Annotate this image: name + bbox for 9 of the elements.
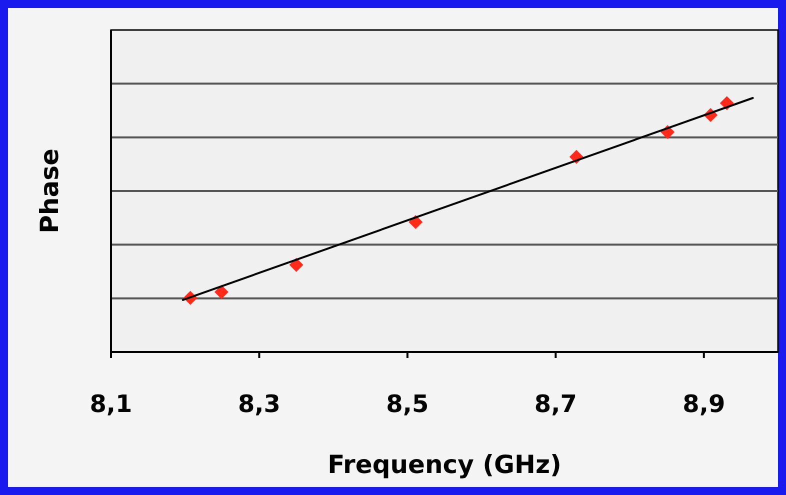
x-axis-title: Frequency (GHz) — [328, 450, 562, 479]
point — [214, 285, 228, 300]
point — [289, 258, 304, 272]
y-axis-title: Phase — [35, 148, 64, 234]
x-tick-label: 8,7 — [534, 390, 577, 418]
x-tick-label: 8,1 — [90, 390, 132, 418]
x-tick-label: 8,9 — [682, 390, 726, 418]
x-tick-label: 8,5 — [386, 390, 429, 418]
x-tick-label: 8,3 — [238, 390, 280, 418]
